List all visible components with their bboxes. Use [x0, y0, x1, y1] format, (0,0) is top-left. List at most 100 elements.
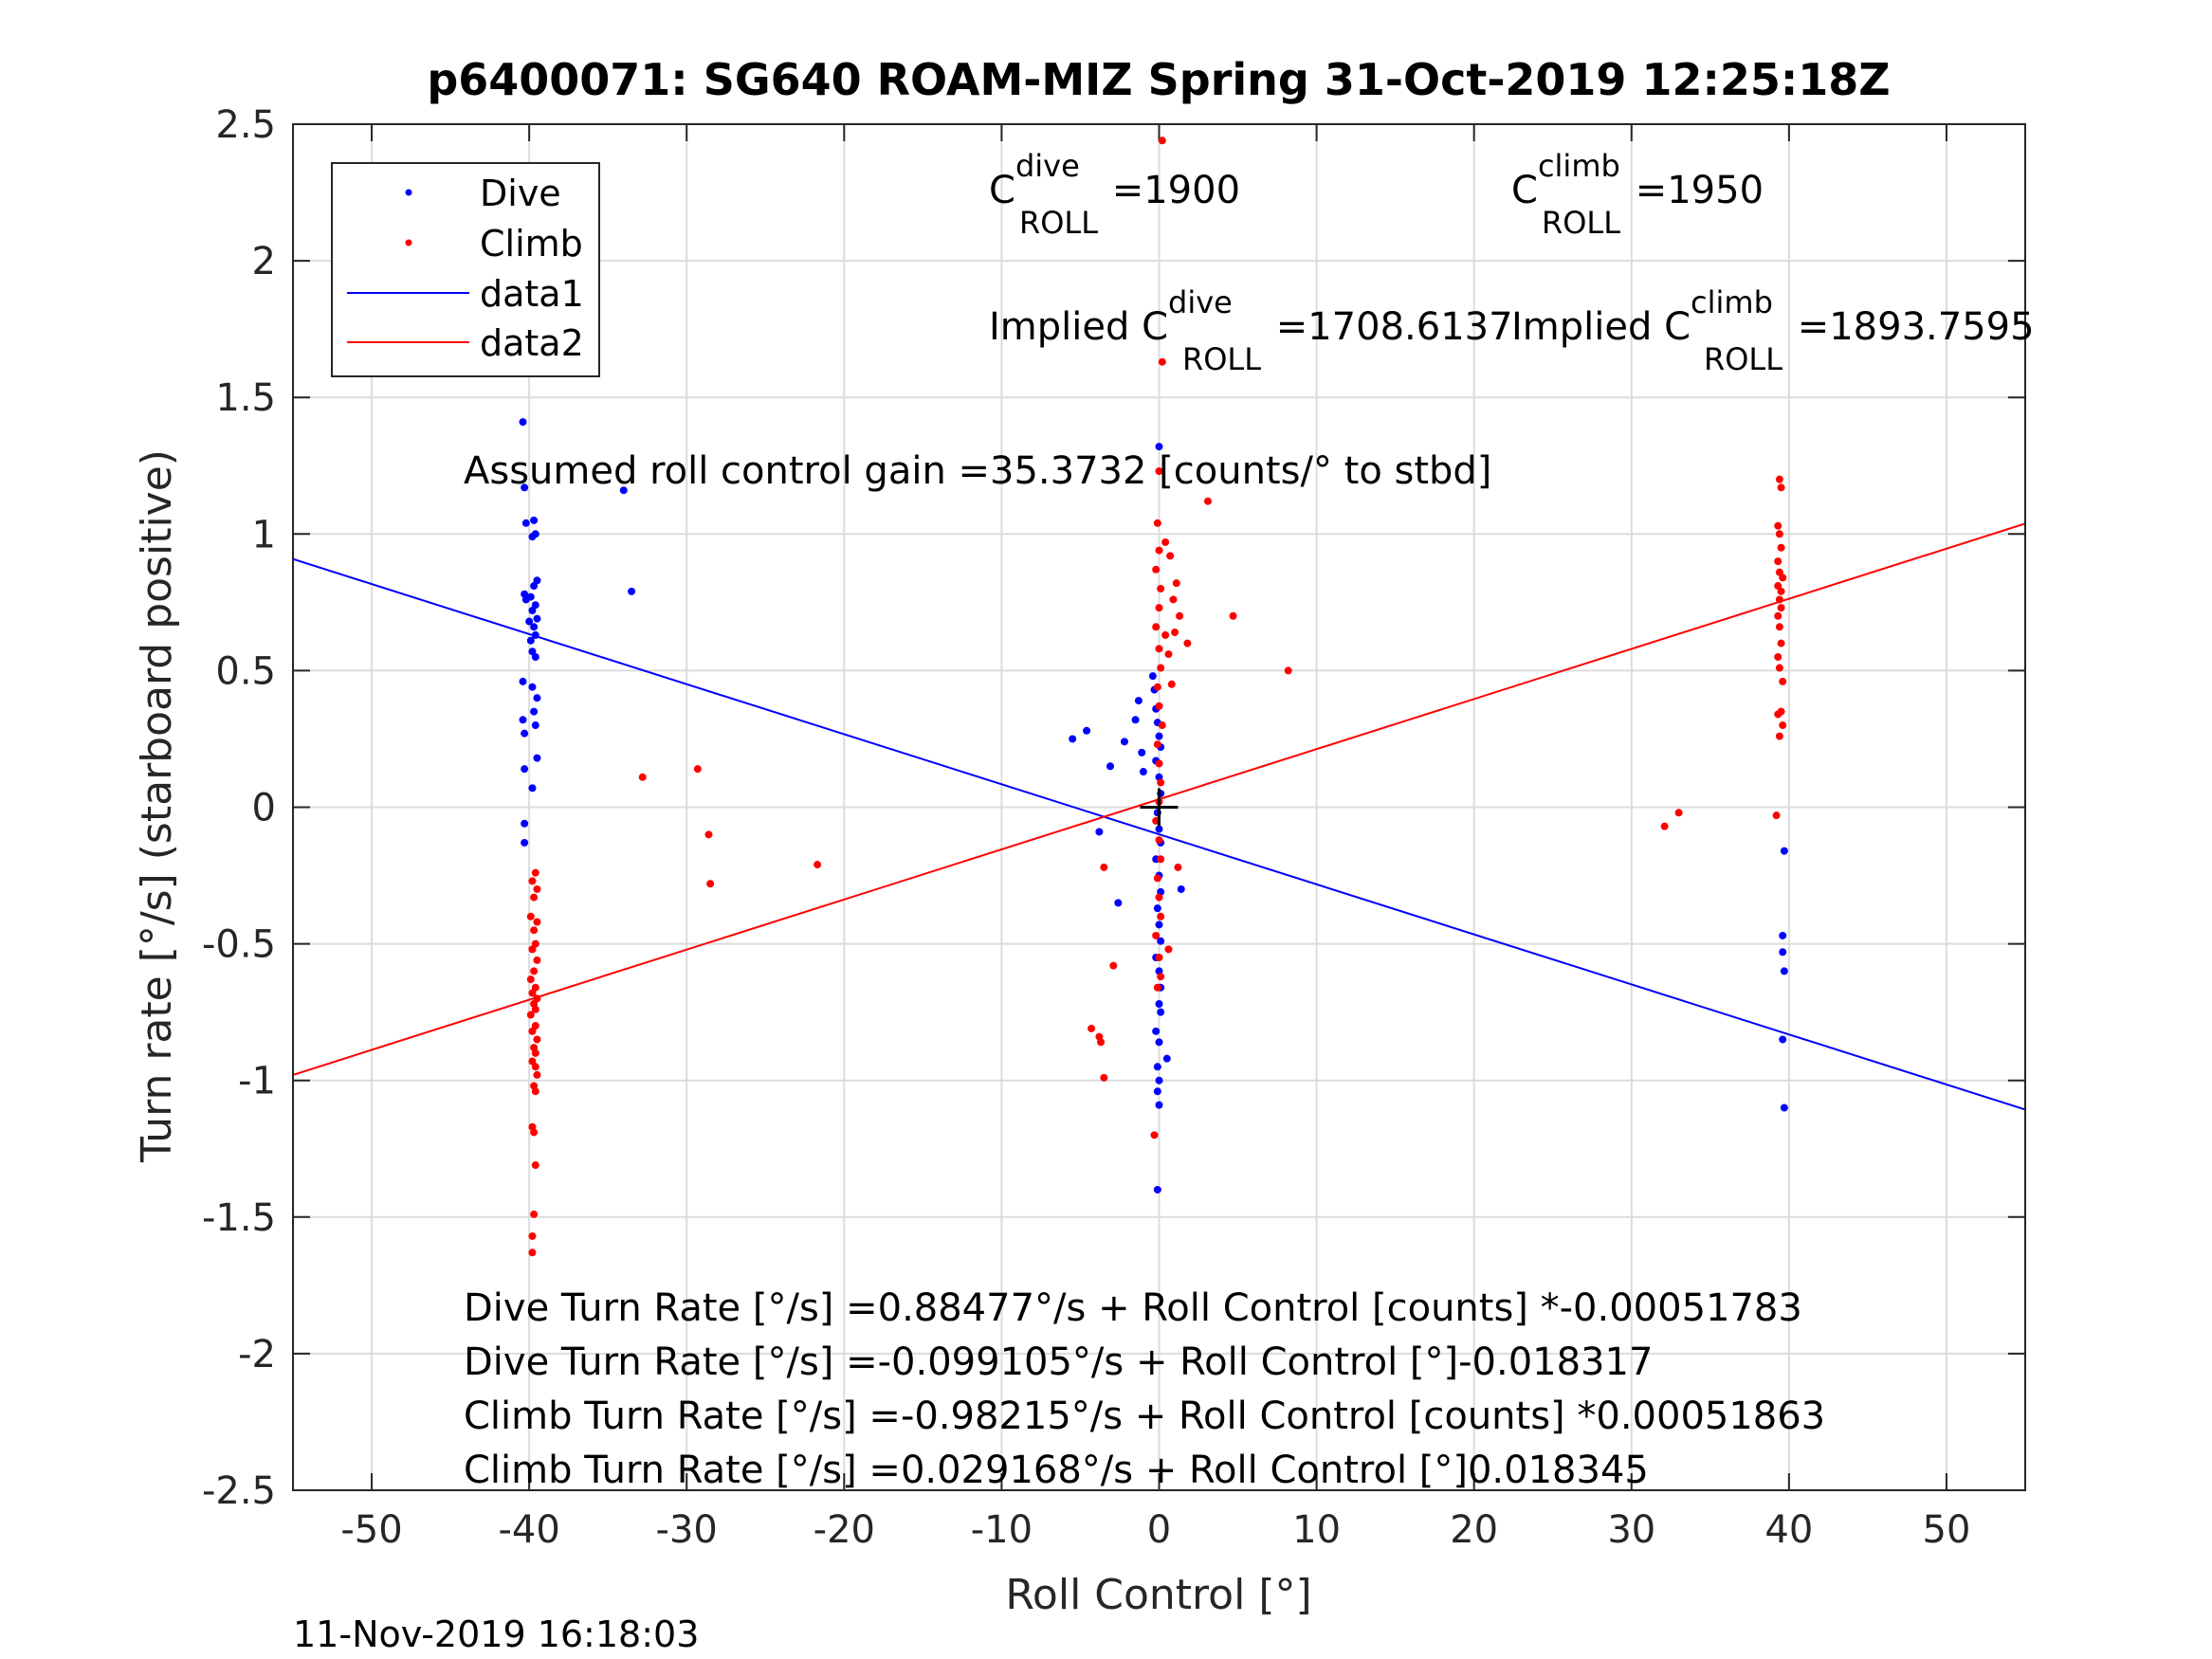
climb-point [1155, 702, 1163, 710]
dive-point [1114, 899, 1123, 907]
climb-point [530, 1128, 539, 1137]
climb-point [1153, 874, 1161, 883]
y-tick-label: 2.5 [215, 103, 276, 147]
y-tick-label: 2 [252, 240, 276, 283]
climb-point [1183, 639, 1192, 647]
climb-point [1153, 983, 1161, 992]
climb-point [1155, 645, 1163, 653]
legend-dive-marker [405, 189, 412, 196]
climb-point [1155, 759, 1163, 768]
climb-point [1777, 587, 1785, 595]
dive-point [1157, 1008, 1165, 1016]
chart-title: p6400071: SG640 ROAM-MIZ Spring 31-Oct-2… [427, 54, 1890, 105]
dive-point [525, 617, 534, 626]
climb-point [526, 975, 535, 984]
climb-point [1775, 623, 1783, 631]
dive-point [531, 652, 539, 661]
y-tick-label: -1.5 [202, 1196, 276, 1240]
x-tick-label: 30 [1607, 1508, 1655, 1552]
climb-point [1161, 538, 1170, 546]
dive-point [1155, 1000, 1163, 1009]
climb-point [1155, 893, 1163, 902]
legend-data2-label: data2 [480, 322, 584, 364]
climb-point [1229, 611, 1237, 620]
y-tick-label: 0 [252, 787, 276, 830]
x-tick-label: -40 [498, 1508, 559, 1552]
dive-point [531, 721, 539, 730]
dive-point [1106, 762, 1115, 771]
dive-point [1155, 443, 1163, 451]
dive-point [1780, 1103, 1788, 1112]
climb-point [706, 880, 715, 888]
dive-point [530, 582, 539, 591]
c-roll-dive-annotation: Cdive ROLL =1900 [989, 148, 1240, 241]
climb-point [704, 830, 713, 839]
climb-point [528, 877, 537, 885]
climb-point [531, 1087, 539, 1096]
dive-point [1153, 1063, 1161, 1071]
dive-point [521, 819, 529, 828]
y-tick-label: 1 [252, 513, 276, 556]
dive-point [1134, 697, 1143, 705]
climb-point [533, 956, 541, 964]
climb-point [1774, 710, 1782, 719]
plot-frame [292, 123, 2026, 1491]
climb-point [1775, 475, 1783, 483]
climb-point [1100, 1073, 1108, 1082]
dive-point [521, 838, 529, 847]
roll-gain-annotation: Assumed roll control gain =35.3732 [coun… [464, 449, 1491, 493]
climb-counts-equation: Climb Turn Rate [°/s] =-0.98215°/s + Rol… [464, 1395, 1825, 1438]
climb-point [1158, 357, 1166, 366]
legend-dive-label: Dive [480, 173, 561, 214]
legend: Dive Climb data1 data2 [331, 162, 600, 377]
dive-point [1120, 738, 1128, 746]
climb-point [1777, 543, 1785, 552]
x-axis-label: Roll Control [°] [1005, 1571, 1311, 1619]
climb-point [528, 1249, 537, 1257]
climb-point [1157, 778, 1165, 787]
dive-point [1155, 921, 1163, 929]
climb-point [1155, 604, 1163, 612]
dive-point [531, 530, 539, 538]
climb-point [1161, 630, 1170, 639]
climb-point [1153, 683, 1161, 691]
legend-data1-label: data1 [480, 273, 584, 315]
climb-point [530, 926, 539, 935]
climb-point [531, 1063, 539, 1071]
y-tick-label: -2 [238, 1333, 276, 1376]
climb-point [1157, 664, 1165, 672]
x-tick-label: 10 [1292, 1508, 1341, 1552]
x-tick-label: -50 [340, 1508, 402, 1552]
climb-point [1157, 973, 1165, 981]
climb-point [1774, 557, 1782, 566]
climb-point [533, 1035, 541, 1044]
climb-point [533, 884, 541, 893]
climb-point [528, 1027, 537, 1035]
climb-point [1779, 721, 1787, 730]
climb-point [1775, 664, 1783, 672]
dive-point [530, 623, 539, 631]
dive-point [1779, 1035, 1787, 1044]
dive-point [1780, 847, 1788, 855]
dive-point [519, 677, 527, 685]
climb-point [1152, 623, 1161, 631]
dive-point [1131, 716, 1140, 724]
climb-point [1284, 666, 1292, 675]
x-axis-ticks: -50 -40 -30 -20 -10 0 10 20 30 40 50 [340, 124, 1970, 1552]
climb-point [1100, 863, 1108, 871]
x-tick-label: 40 [1764, 1508, 1813, 1552]
dive-point [533, 694, 541, 702]
climb-point [1158, 137, 1166, 145]
legend-box [331, 162, 600, 377]
climb-point [1155, 546, 1163, 555]
dive-point [1155, 732, 1163, 740]
x-tick-label: -10 [971, 1508, 1033, 1552]
climb-point [530, 1210, 539, 1218]
climb-point [1775, 530, 1783, 538]
dive-point [521, 595, 530, 604]
x-tick-label: 0 [1147, 1508, 1171, 1552]
climb-point [1157, 584, 1165, 592]
climb-point [1779, 574, 1787, 582]
dive-point [1157, 937, 1165, 945]
